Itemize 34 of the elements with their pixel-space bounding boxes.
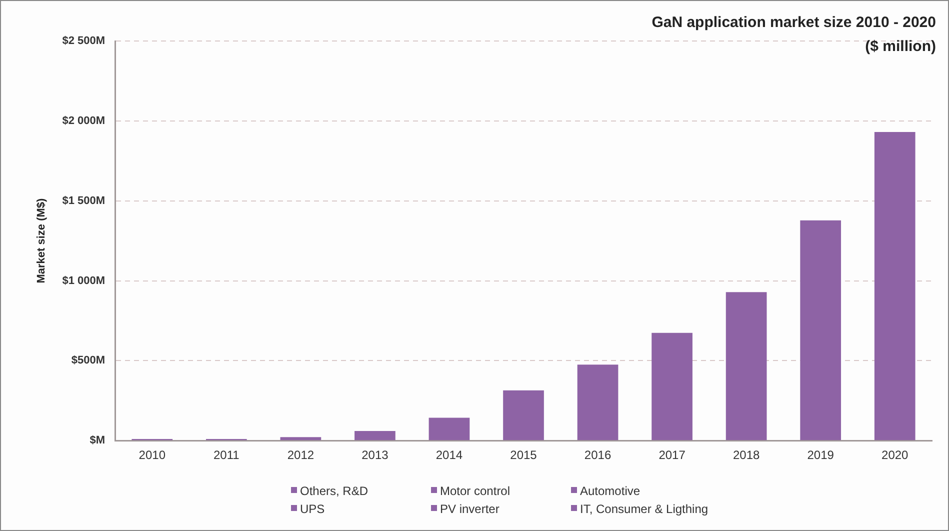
x-tick-label: 2020 [882,448,909,462]
y-tick-label: $500M [71,354,106,367]
text: IT, Consumer & Ligthing [579,502,710,516]
bar [800,220,842,440]
y-tick-label: $M [90,434,106,447]
x-tick-label: 2015 [510,448,538,462]
x-tick-label: 2014 [436,448,463,462]
x-tick-label: 2011 [214,448,240,462]
text: Motor control [439,484,512,498]
bar [577,364,618,440]
text: Others, R&D [299,484,370,498]
text: UPS [299,502,326,516]
bar [354,431,396,440]
chart-title: GaN application market size 2010 - 2020 ($ million) [650,13,936,57]
y-tick-label: $1 000M [62,274,106,287]
bar [280,437,322,440]
y-tick-label: $2 000M [62,114,106,127]
bar [874,132,916,440]
x-tick-label: 2018 [732,448,760,462]
x-tick-label: 2017 [658,448,686,462]
x-tick-label: 2016 [584,448,612,462]
text: Automotive [579,484,642,498]
bar [726,292,767,440]
x-tick-label: 2013 [362,448,389,462]
x-tick-label: 2019 [807,448,834,462]
y-tick-label: $2 500M [62,35,106,48]
text: PV inverter [439,502,500,516]
bar [652,332,692,440]
bar [428,418,470,440]
bar [503,390,544,440]
x-tick-label: 2012 [287,448,314,462]
x-tick-label: 2010 [138,448,166,462]
y-axis-title: Market size (M$) [36,198,48,284]
y-tick-label: $1 500M [62,194,106,207]
